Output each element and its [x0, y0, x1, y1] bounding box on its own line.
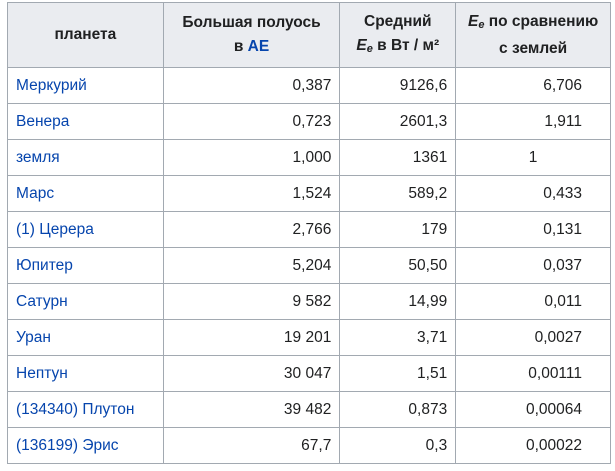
irradiance-cell: 0,873	[339, 391, 457, 428]
planet-name-cell: Венера	[7, 103, 164, 140]
header-semi-major-axis[interactable]: Большая полуось в АЕ	[162, 2, 341, 68]
header-irradiance-symbol: E	[356, 36, 367, 54]
irradiance-cell: 589,2	[339, 175, 457, 212]
planet-irradiance-table: планета Большая полуось в АЕ Средний Ee …	[7, 2, 611, 464]
table-row: Нептун 30 047 1,51 0,00111	[7, 355, 611, 392]
planet-name-cell: (1) Церера	[7, 211, 164, 248]
table-row: Юпитер 5,204 50,50 0,037	[7, 247, 611, 284]
table-row: (134340) Плутон 39 482 0,873 0,00064	[7, 391, 611, 428]
axis-cell: 39 482	[162, 391, 341, 428]
header-irradiance-subscript: e	[366, 42, 373, 55]
axis-cell: 30 047	[162, 355, 341, 392]
planet-name-cell: (136199) Эрис	[7, 427, 164, 464]
planet-link[interactable]: (1) Церера	[16, 220, 94, 238]
planet-link[interactable]: (136199) Эрис	[16, 436, 119, 454]
header-ratio-subscript: e	[478, 18, 485, 31]
ratio-cell: 0,00111	[455, 355, 611, 392]
au-link[interactable]: АЕ	[247, 38, 270, 55]
irradiance-cell: 1361	[339, 139, 457, 176]
axis-cell: 0,723	[162, 103, 341, 140]
ratio-cell: 0,011	[455, 283, 611, 320]
table-row: Меркурий 0,387 9126,6 6,706	[7, 67, 611, 104]
table-row: (136199) Эрис 67,7 0,3 0,00022	[7, 427, 611, 464]
header-ratio-to-earth[interactable]: Ee по сравнению с землей	[455, 2, 611, 68]
planet-name-cell: Уран	[7, 319, 164, 356]
header-axis-prefix: в	[233, 38, 248, 55]
header-ratio-symbol: E	[467, 12, 479, 30]
planet-link[interactable]: Венера	[16, 112, 70, 130]
ratio-cell: 0,131	[455, 211, 611, 248]
planet-link[interactable]: Сатурн	[16, 292, 68, 310]
planet-name-cell: Меркурий	[7, 67, 164, 104]
header-mean-irradiance[interactable]: Средний Ee в Вт / м²	[339, 2, 457, 68]
axis-cell: 5,204	[162, 247, 341, 284]
table-row: Венера 0,723 2601,3 1,911	[7, 103, 611, 140]
planet-name-cell: Сатурн	[7, 283, 164, 320]
irradiance-cell: 2601,3	[339, 103, 457, 140]
axis-cell: 2,766	[162, 211, 341, 248]
table-row: Сатурн 9 582 14,99 0,011	[7, 283, 611, 320]
irradiance-cell: 9126,6	[339, 67, 457, 104]
irradiance-cell: 1,51	[339, 355, 457, 392]
planet-link[interactable]: Марс	[16, 184, 55, 202]
table-row: Марс 1,524 589,2 0,433	[7, 175, 611, 212]
axis-cell: 19 201	[162, 319, 341, 356]
axis-cell: 1,000	[162, 139, 341, 176]
planet-name-cell: Марс	[7, 175, 164, 212]
axis-cell: 0,387	[162, 67, 341, 104]
header-planet[interactable]: планета	[7, 2, 164, 68]
planet-link[interactable]: земля	[16, 148, 60, 166]
irradiance-cell: 14,99	[339, 283, 457, 320]
planet-name-cell: (134340) Плутон	[7, 391, 164, 428]
ratio-cell: 0,0027	[455, 319, 611, 356]
table-header-row: планета Большая полуось в АЕ Средний Ee …	[7, 2, 611, 68]
ratio-cell: 0,433	[455, 175, 611, 212]
header-planet-label: планета	[54, 26, 117, 43]
table-row: (1) Церера 2,766 179 0,131	[7, 211, 611, 248]
ratio-cell: 0,037	[455, 247, 611, 284]
planet-link[interactable]: Меркурий	[16, 76, 87, 94]
planet-link[interactable]: Уран	[16, 328, 51, 346]
planet-name-cell: Нептун	[7, 355, 164, 392]
ratio-cell: 1	[455, 139, 611, 176]
irradiance-cell: 50,50	[339, 247, 457, 284]
axis-cell: 67,7	[162, 427, 341, 464]
irradiance-cell: 3,71	[339, 319, 457, 356]
axis-cell: 9 582	[162, 283, 341, 320]
irradiance-cell: 179	[339, 211, 457, 248]
ratio-cell: 0,00064	[455, 391, 611, 428]
irradiance-cell: 0,3	[339, 427, 457, 464]
axis-cell: 1,524	[162, 175, 341, 212]
planet-link[interactable]: (134340) Плутон	[16, 400, 135, 418]
planet-link[interactable]: Нептун	[16, 364, 68, 382]
planet-link[interactable]: Юпитер	[16, 256, 73, 274]
ratio-cell: 6,706	[455, 67, 611, 104]
ratio-cell: 1,911	[455, 103, 611, 140]
header-ratio-line1: по сравнению	[484, 12, 599, 30]
table-row: земля 1,000 1361 1	[7, 139, 611, 176]
header-ratio-line2: с землей	[499, 39, 568, 57]
header-axis-line1: Большая полуось	[182, 14, 321, 31]
header-irradiance-unit: в Вт / м²	[372, 36, 440, 54]
header-irradiance-line1: Средний	[364, 12, 432, 30]
table-row: Уран 19 201 3,71 0,0027	[7, 319, 611, 356]
planet-name-cell: Юпитер	[7, 247, 164, 284]
ratio-cell: 0,00022	[455, 427, 611, 464]
planet-name-cell: земля	[7, 139, 164, 176]
